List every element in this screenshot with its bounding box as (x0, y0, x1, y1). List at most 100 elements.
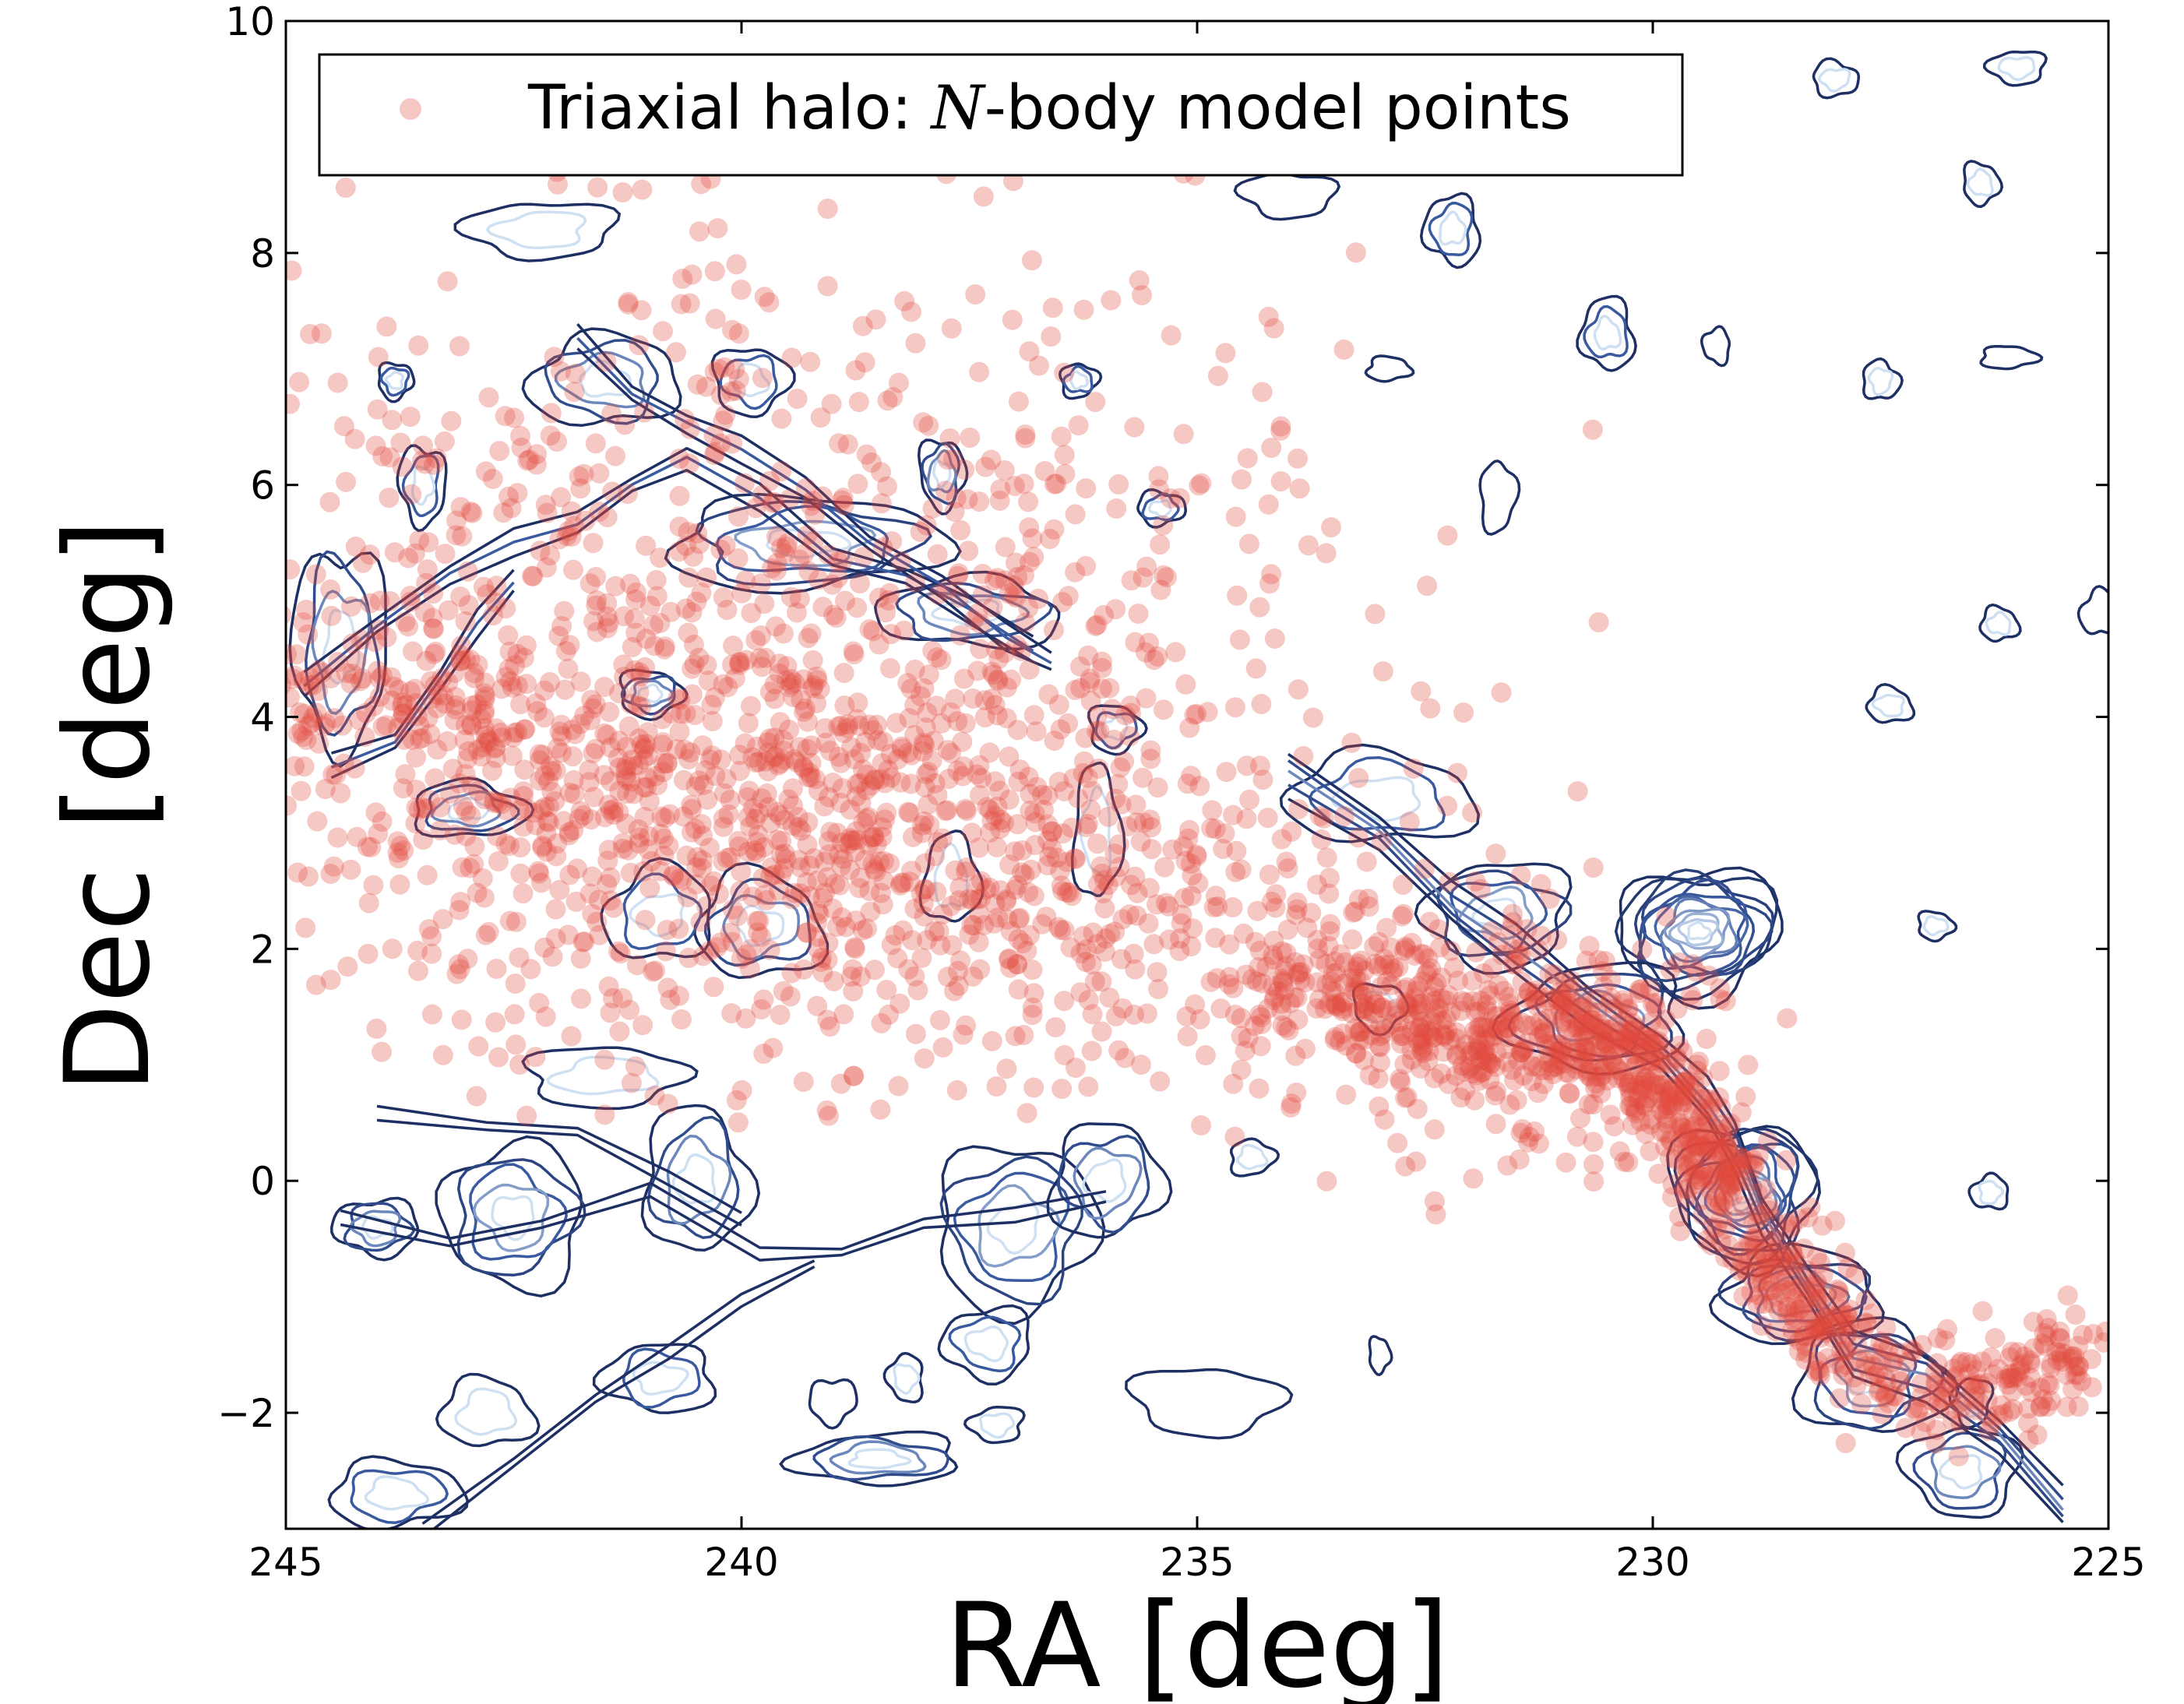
model-point (1133, 567, 1154, 588)
model-point (585, 738, 606, 759)
model-point (1418, 948, 1439, 969)
model-point (957, 489, 978, 510)
model-point (1056, 851, 1077, 872)
model-point (1818, 1304, 1839, 1326)
model-point (1576, 950, 1597, 971)
model-point (1393, 875, 1414, 895)
contour-group (1419, 192, 1482, 269)
model-point (424, 768, 446, 789)
model-point (1545, 964, 1565, 985)
model-point (1777, 1304, 1798, 1326)
model-point (1259, 573, 1280, 594)
model-point (1672, 1118, 1693, 1139)
model-point (722, 931, 743, 952)
model-point (1720, 1175, 1740, 1196)
model-point (1176, 1006, 1197, 1027)
model-point (1868, 1382, 1889, 1403)
model-point (1717, 1139, 1738, 1159)
model-point (570, 801, 591, 822)
model-point (817, 276, 838, 297)
model-point (981, 810, 1002, 831)
model-point (1408, 999, 1428, 1020)
model-point (685, 874, 706, 895)
model-point (1785, 1297, 1806, 1318)
model-point (971, 871, 992, 892)
model-point (1148, 466, 1169, 487)
model-point (1087, 720, 1107, 741)
model-point (1831, 1357, 1852, 1378)
model-point (539, 812, 559, 833)
model-point (1628, 1083, 1649, 1104)
model-point (1393, 940, 1414, 961)
model-point (710, 749, 731, 770)
model-point (1633, 1042, 1654, 1063)
model-point (891, 736, 912, 757)
model-point (541, 761, 562, 782)
model-point (1698, 1135, 1719, 1157)
model-point (1467, 1030, 1488, 1051)
model-point (1013, 474, 1034, 495)
model-point (1805, 1319, 1826, 1340)
model-point (1855, 1356, 1876, 1376)
model-point (731, 861, 752, 882)
model-point (1432, 1010, 1453, 1031)
contour-line (1963, 160, 2003, 209)
model-point (579, 759, 600, 780)
model-point (1411, 1028, 1432, 1049)
model-point (1485, 1114, 1506, 1135)
model-point (683, 546, 704, 567)
model-point (1809, 1321, 1830, 1341)
model-point (408, 335, 429, 356)
model-point (705, 308, 726, 329)
model-point (1784, 1311, 1805, 1332)
model-point (1998, 1375, 2019, 1395)
model-point (726, 1090, 747, 1111)
model-point (536, 841, 557, 862)
model-point (1251, 1013, 1272, 1034)
model-point (761, 558, 782, 579)
model-point (1052, 823, 1073, 844)
model-point (1746, 1213, 1767, 1234)
model-point (1005, 1026, 1026, 1047)
model-point (970, 639, 991, 660)
model-point (609, 683, 629, 704)
model-point (1251, 694, 1272, 714)
model-point (1876, 1317, 1897, 1338)
model-point (558, 825, 579, 846)
model-point (634, 738, 655, 759)
model-point (1559, 1083, 1580, 1104)
model-point (1433, 1041, 1454, 1062)
model-point (1108, 774, 1129, 794)
model-point (756, 783, 777, 804)
model-point (875, 602, 896, 623)
model-point (1674, 1072, 1694, 1093)
model-point (661, 703, 682, 724)
model-point (1632, 1045, 1653, 1066)
model-point (1455, 992, 1476, 1013)
model-point (799, 885, 820, 907)
model-point (769, 880, 789, 901)
model-point (1855, 1290, 1876, 1311)
model-point (1344, 1018, 1365, 1039)
contour-line (1069, 370, 1089, 391)
model-point (748, 922, 769, 943)
model-point (2067, 1364, 2088, 1385)
model-point (862, 854, 883, 875)
model-point (1686, 1135, 1707, 1156)
model-point (837, 434, 858, 455)
model-point (458, 595, 479, 615)
model-point (837, 714, 858, 735)
model-point (727, 906, 748, 927)
model-point (1054, 991, 1075, 1012)
model-point (1259, 864, 1280, 885)
contour-ridge (421, 1259, 815, 1529)
contour-line (1576, 294, 1637, 372)
model-point (246, 741, 266, 762)
contour-line (1948, 1377, 1995, 1429)
model-point (1503, 1012, 1524, 1032)
model-point (807, 926, 828, 947)
model-point (879, 853, 900, 874)
model-point (1559, 1007, 1580, 1028)
model-point (1018, 491, 1039, 512)
model-point (1527, 1056, 1548, 1077)
